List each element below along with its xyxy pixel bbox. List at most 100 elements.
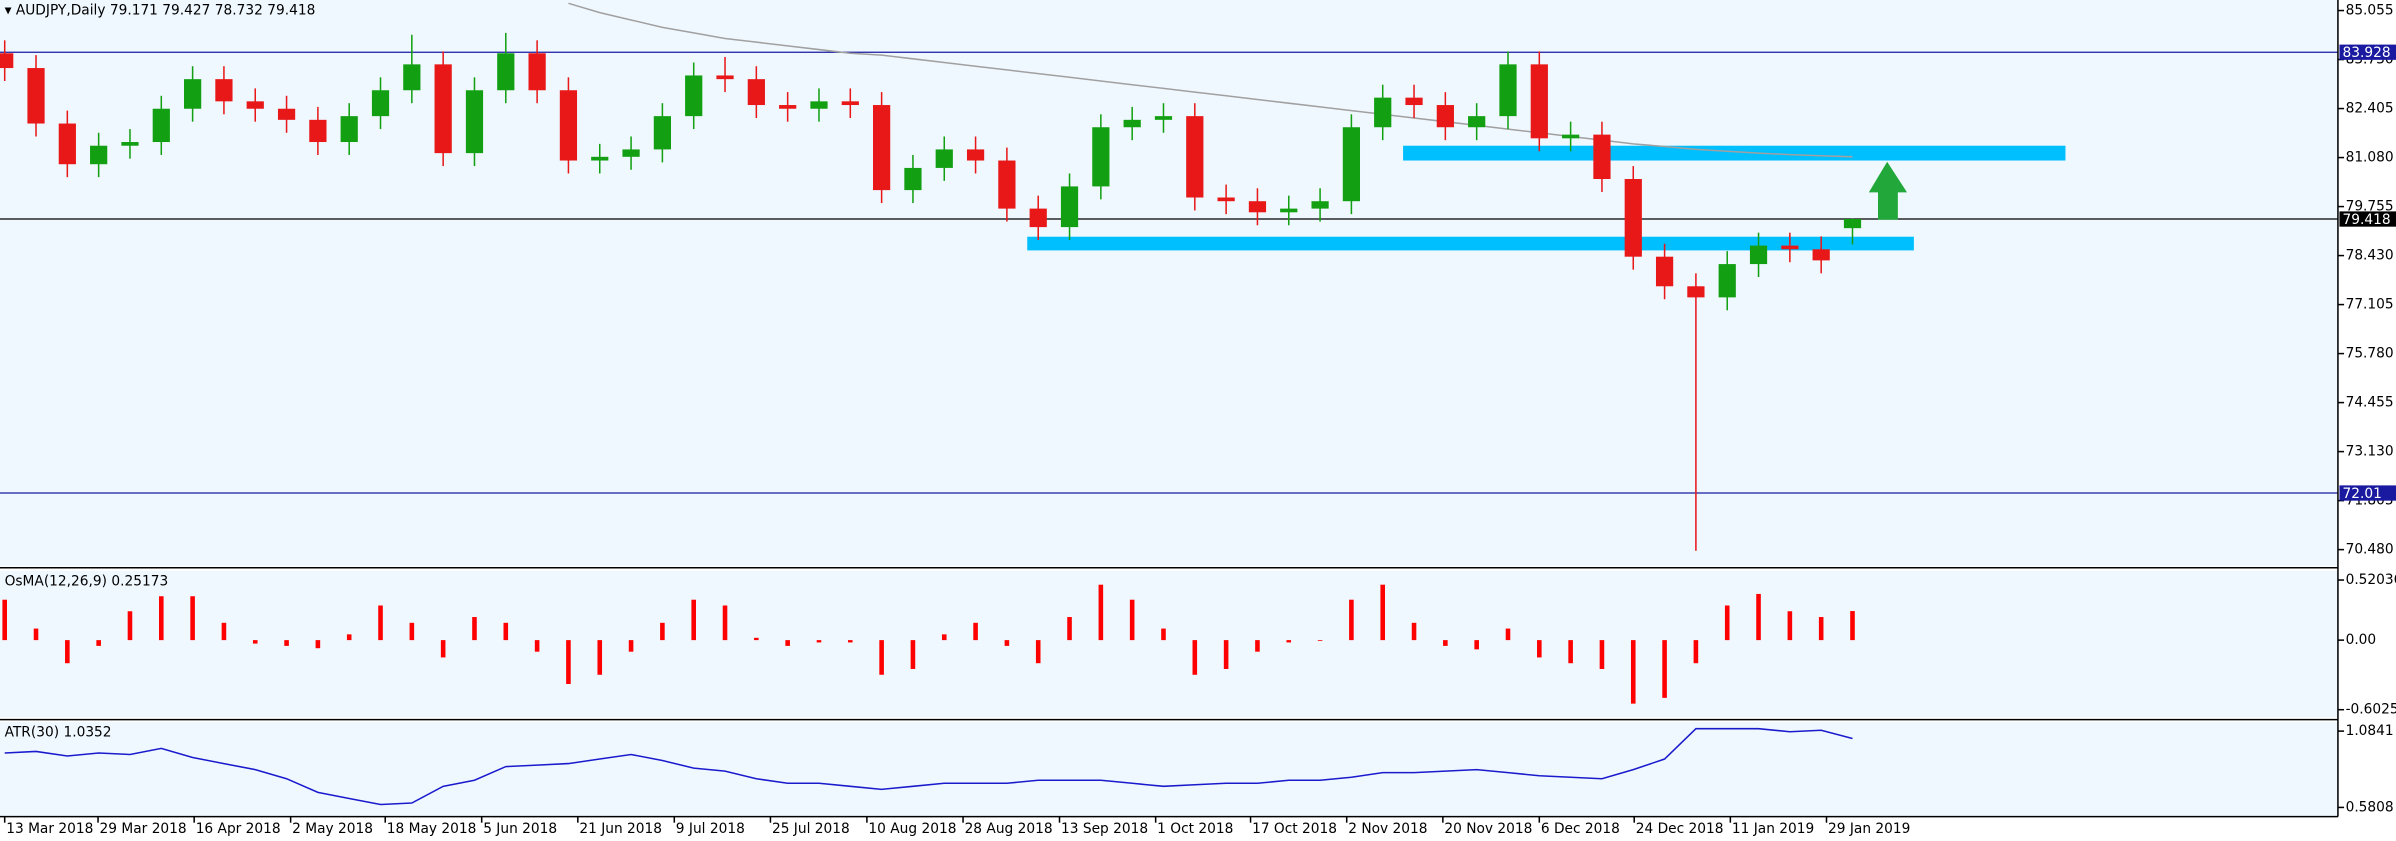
price-label: 72.01 (2343, 486, 2382, 502)
candle-body (403, 64, 421, 91)
osma-bar (1443, 640, 1448, 646)
candle-body (90, 145, 108, 165)
candle-body (559, 90, 578, 161)
candle-body (371, 90, 390, 117)
last-close: 79.418 (267, 3, 315, 19)
osma-bar (597, 640, 603, 675)
candle-body (1812, 249, 1830, 261)
x-tick-label: 6 Dec 2018 (1541, 821, 1620, 837)
osma-bar (1693, 640, 1699, 664)
candle-body (653, 116, 672, 150)
y-tick-label: 85.055 (2346, 3, 2394, 19)
osma-bar (1255, 640, 1260, 652)
osma-bar (910, 640, 916, 669)
y-tick-label: 0.52036 (2346, 572, 2396, 588)
osma-bar (1818, 617, 1824, 641)
candle-body (1092, 127, 1110, 187)
candle-body (1499, 64, 1517, 117)
osma-bar (1223, 640, 1229, 669)
candle-body (465, 90, 484, 154)
osma-bar (127, 611, 133, 641)
atr-title: ATR(30) 1.0352 (5, 725, 112, 741)
osma-bar (96, 640, 101, 646)
x-tick-label: 9 Jul 2018 (676, 821, 745, 837)
osma-bar (785, 640, 790, 646)
candle-body (528, 53, 546, 91)
osma-bar (1599, 640, 1605, 669)
osma-bar (1317, 640, 1323, 641)
x-tick-label: 13 Sep 2018 (1061, 821, 1148, 837)
x-tick-label: 5 Jun 2018 (483, 821, 557, 837)
osma-bar (566, 640, 571, 684)
x-tick-label: 29 Mar 2018 (100, 821, 187, 837)
x-tick-label: 28 Aug 2018 (965, 821, 1053, 837)
candle-body (998, 160, 1016, 209)
candle-body (747, 79, 765, 106)
y-tick-label: 78.430 (2346, 248, 2394, 264)
y-tick-label: -0.60254 (2346, 702, 2396, 718)
candle-body (1562, 134, 1580, 139)
zone (1027, 236, 1914, 251)
x-tick-label: 24 Dec 2018 (1636, 821, 1724, 837)
osma-bar (409, 622, 415, 641)
osma-bar (848, 640, 853, 643)
symbol: AUDJPY,Daily (16, 3, 106, 19)
candle-body (1311, 201, 1329, 209)
candle-body (841, 101, 859, 106)
candle-body (434, 64, 452, 154)
y-tick-label: 73.130 (2346, 444, 2394, 460)
candle-body (935, 149, 953, 168)
candle-body (27, 68, 45, 124)
candle-body (1781, 245, 1799, 250)
candle-body (1186, 116, 1204, 198)
osma-title: OsMA(12,26,9) 0.25173 (5, 574, 169, 590)
candle-body (152, 108, 170, 143)
price-plot (0, 2, 2338, 551)
atr-panel (0, 721, 2338, 817)
osma-bar (1474, 640, 1479, 650)
osma-bar (1568, 640, 1573, 664)
osma-bar (503, 622, 509, 641)
osma-bar (190, 596, 195, 641)
candle-body (497, 53, 515, 91)
osma-bar (1349, 599, 1354, 641)
osma-plot (2, 584, 1855, 704)
osma-bar (1067, 617, 1072, 641)
candle-body (58, 123, 76, 165)
candle-body (1749, 245, 1768, 265)
candle-body (1593, 134, 1611, 180)
candle-body (1342, 127, 1361, 202)
price-label: 83.928 (2343, 45, 2391, 61)
price-label-box (2339, 485, 2396, 501)
plot-layer (0, 2, 2338, 806)
x-tick-label: 2 May 2018 (292, 821, 373, 837)
candle-body (1123, 119, 1141, 128)
candle-body (1280, 208, 1298, 213)
x-tick-label: 25 Jul 2018 (772, 821, 850, 837)
osma-bar (1192, 640, 1198, 675)
candle-body (0, 53, 14, 69)
candle-body (309, 119, 327, 143)
candle-body (1530, 64, 1548, 139)
y-tick-label: 81.080 (2346, 150, 2394, 166)
y-tick-label: 70.480 (2346, 542, 2394, 558)
up-arrow (1868, 161, 1908, 220)
y-tick-label: 1.0841 (2346, 723, 2394, 739)
atr-line (4, 727, 1853, 806)
x-tick-label: 17 Oct 2018 (1252, 821, 1337, 837)
x-tick-label: 29 Jan 2019 (1828, 821, 1910, 837)
osma-bar (1505, 628, 1511, 641)
candle-body (1374, 97, 1392, 128)
price-panel (0, 0, 2338, 567)
candle-body (246, 101, 264, 109)
y-tick-label: 77.105 (2346, 297, 2394, 313)
osma-bar (879, 640, 884, 675)
candle-body (1405, 97, 1423, 106)
atr-plot (4, 727, 1853, 806)
x-tick-label: 18 May 2018 (387, 821, 477, 837)
x-tick-label: 16 Apr 2018 (196, 821, 281, 837)
candle-body (1843, 219, 1862, 229)
osma-panel (0, 570, 2338, 718)
osma-bar (534, 640, 540, 652)
candle-body (622, 149, 640, 157)
